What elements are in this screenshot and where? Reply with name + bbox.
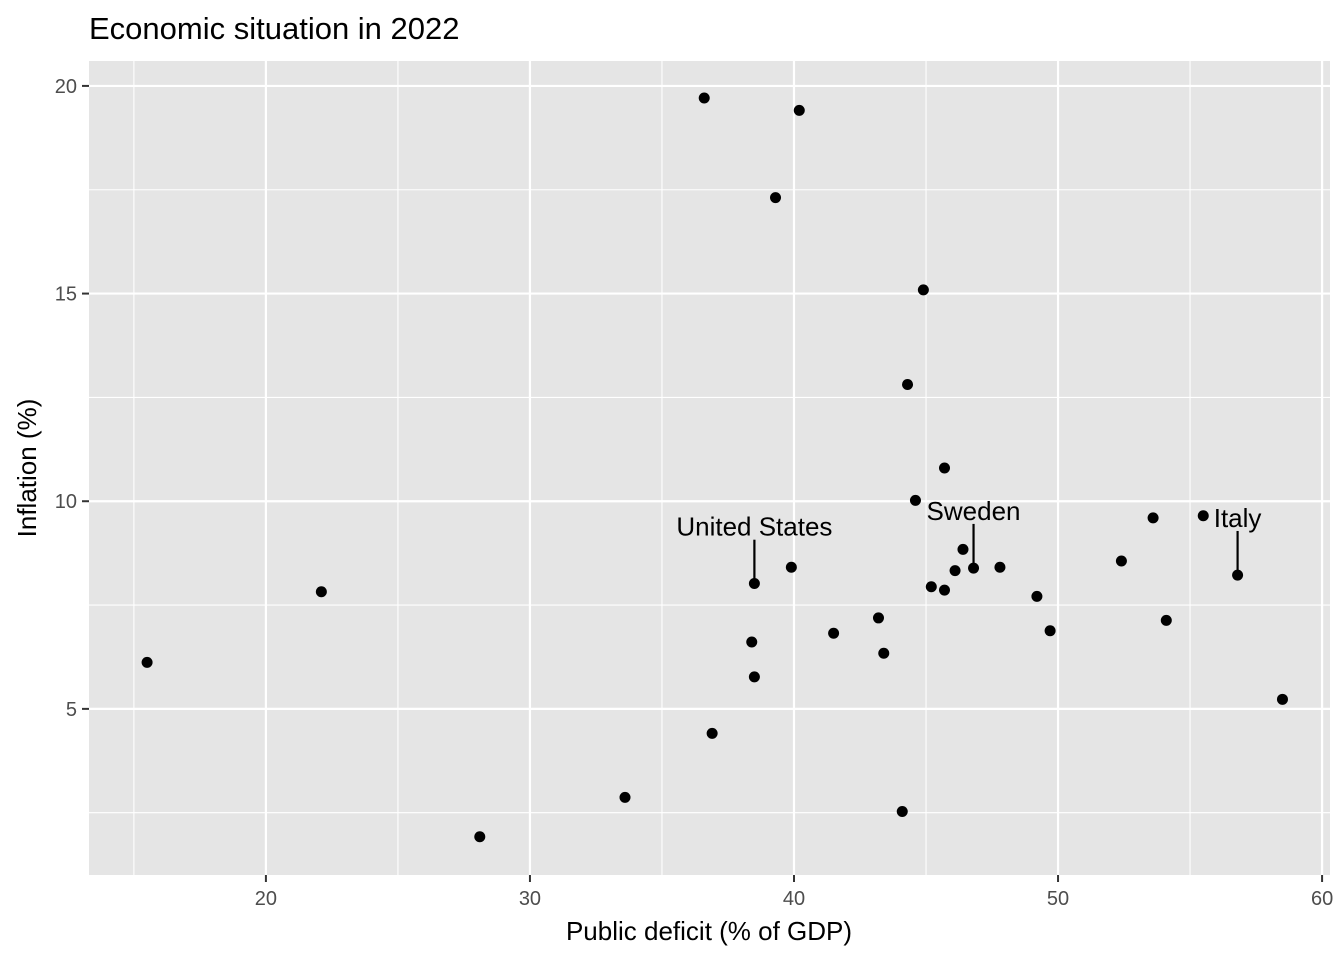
y-tick-label: 20 (55, 76, 77, 98)
data-point (315, 586, 327, 598)
data-point (698, 92, 710, 104)
data-points (141, 92, 1288, 843)
x-tick-label: 50 (1047, 888, 1069, 910)
x-tick-label: 20 (255, 888, 277, 910)
annotation-label: Italy (1214, 503, 1262, 533)
data-point (793, 104, 805, 116)
data-point (828, 627, 840, 639)
y-tick-label: 5 (66, 699, 77, 721)
data-point (938, 462, 950, 474)
data-point (872, 612, 884, 624)
data-point (938, 584, 950, 596)
data-point (706, 727, 718, 739)
x-tick-label: 30 (519, 888, 541, 910)
data-point (994, 561, 1006, 573)
data-point (925, 581, 937, 593)
data-point (619, 791, 631, 803)
annotation-label: United States (676, 512, 832, 542)
data-point (917, 284, 929, 296)
data-point (746, 636, 758, 648)
annotation-connectors (753, 523, 1239, 579)
x-axis-ticks: 20 30 40 50 60 (255, 875, 1333, 910)
data-point (878, 647, 890, 659)
data-point (968, 562, 980, 574)
data-point (770, 192, 782, 204)
x-tick-label: 40 (783, 888, 805, 910)
y-axis-title: Inflation (%) (12, 399, 42, 538)
data-point (909, 494, 921, 506)
minor-gridlines (89, 61, 1330, 875)
data-point (1044, 625, 1056, 637)
data-point (1276, 693, 1288, 705)
data-point (957, 543, 969, 555)
annotation-label: Sweden (927, 496, 1021, 526)
major-gridlines (89, 61, 1330, 875)
data-point (748, 671, 760, 683)
data-point (748, 577, 760, 589)
point-annotations: United States Sweden Italy (676, 496, 1261, 542)
data-point (949, 565, 961, 577)
x-axis-title: Public deficit (% of GDP) (566, 916, 852, 946)
plot-panel (89, 61, 1330, 875)
x-tick-label: 60 (1311, 888, 1333, 910)
data-point (474, 831, 486, 843)
y-axis-ticks: 5 10 15 20 (55, 76, 89, 721)
data-point (1115, 555, 1127, 567)
data-point (896, 805, 908, 817)
data-point (1232, 569, 1244, 581)
data-point (1031, 590, 1043, 602)
data-point (1197, 510, 1209, 522)
data-point (141, 656, 153, 668)
chart-title: Economic situation in 2022 (89, 11, 460, 46)
y-tick-label: 10 (55, 491, 77, 513)
y-tick-label: 15 (55, 284, 77, 306)
data-point (902, 379, 914, 391)
data-point (785, 561, 797, 573)
data-point (1160, 614, 1172, 626)
data-point (1147, 512, 1159, 524)
